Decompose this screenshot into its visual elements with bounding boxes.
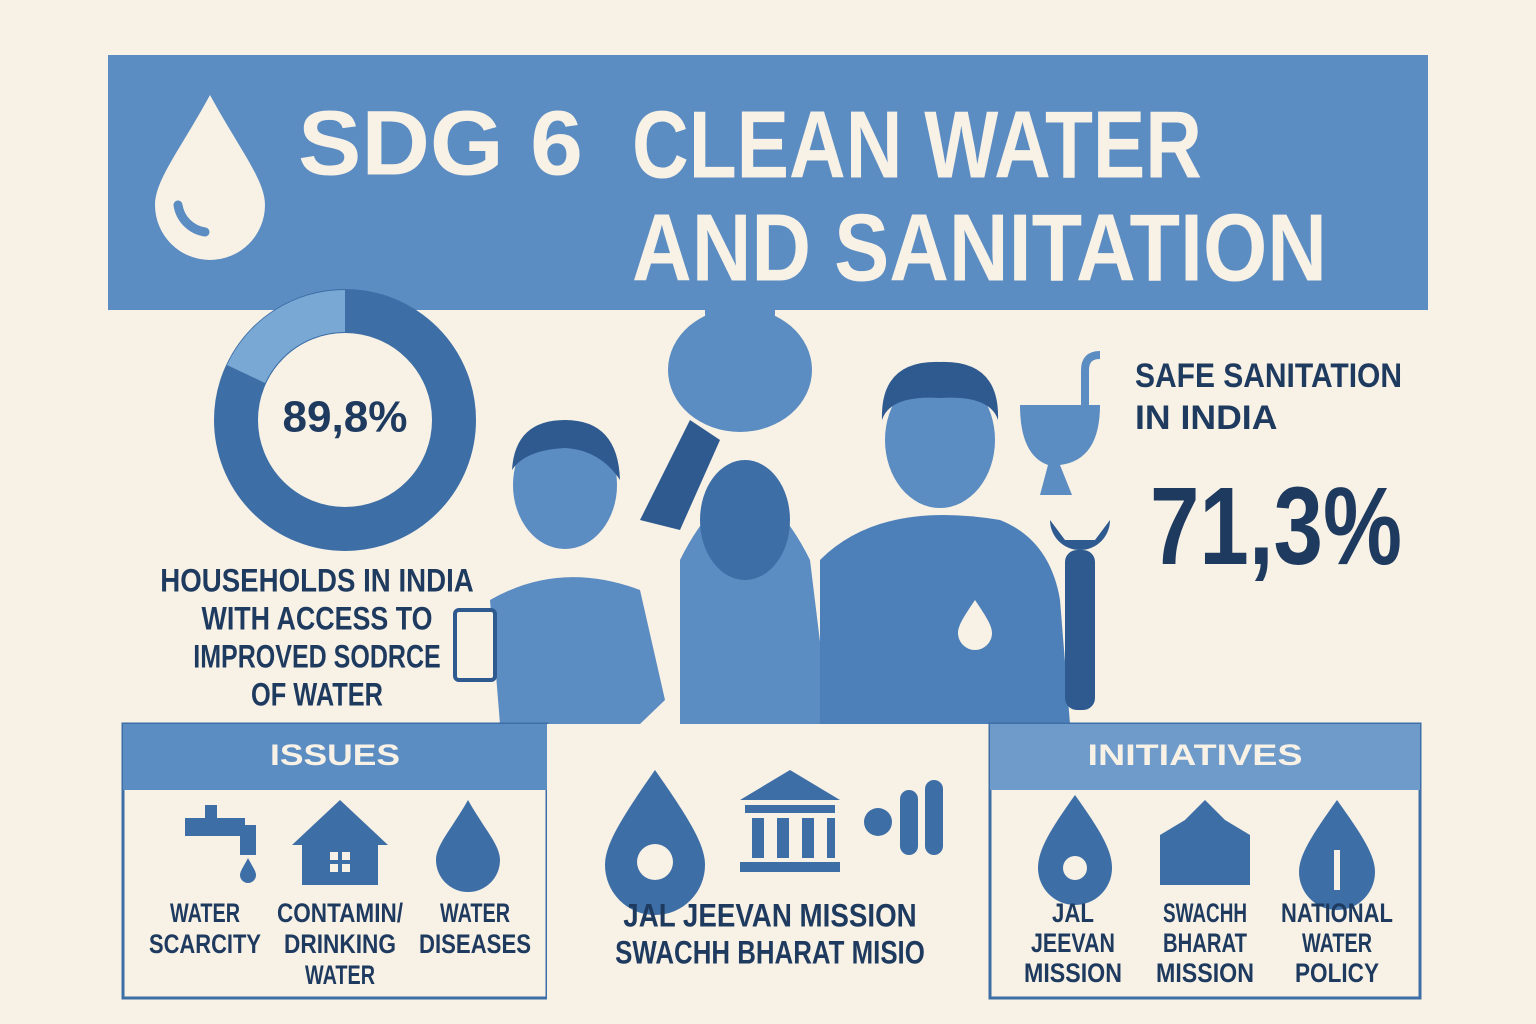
- issue-label: CONTAMIN/: [277, 898, 403, 928]
- issues-header: [123, 724, 547, 790]
- initiatives-header: [990, 724, 1420, 790]
- initiative-label: MISSION: [1024, 958, 1122, 988]
- header-banner: [108, 55, 1428, 310]
- panel-title: ISSUES: [270, 739, 400, 772]
- issue-label: DISEASES: [419, 929, 531, 959]
- drop-shine: [173, 200, 210, 237]
- sanitation-label: IN INDIA: [1135, 399, 1277, 437]
- people-illustration: [453, 300, 1110, 724]
- issue-label: SCARCITY: [149, 929, 261, 959]
- initiative-label: POLICY: [1295, 958, 1379, 988]
- sanitation-value: 71,3%: [1150, 465, 1402, 588]
- initiative-label: BHARAT: [1163, 928, 1247, 958]
- icon-details: [330, 844, 1340, 890]
- issue-label: WATER: [305, 960, 375, 990]
- initiative-label: WATER: [1302, 928, 1372, 958]
- access-caption: HOUSEHOLDS IN INDIA: [160, 562, 474, 598]
- issue-label: WATER: [440, 898, 510, 928]
- title-line: AND SANITATION: [632, 194, 1327, 301]
- access-value: 89,8%: [283, 393, 408, 442]
- issue-label: DRINKING: [284, 929, 396, 959]
- access-caption: OF WATER: [251, 676, 383, 712]
- initiative-label: MISSION: [1156, 958, 1254, 988]
- title-line: CLEAN WATER: [632, 91, 1202, 198]
- program-line: SWACHH BHARAT MISIO: [615, 934, 925, 970]
- initiative-label: JAL: [1052, 898, 1094, 928]
- sanitation-label: SAFE SANITATION: [1135, 357, 1402, 395]
- panel-title: INITIATIVES: [1088, 739, 1303, 772]
- donut-hole: [259, 334, 431, 506]
- initiative-label: SWACHH: [1163, 898, 1247, 928]
- access-caption: WITH ACCESS TO: [202, 600, 433, 636]
- initiative-label: NATIONAL: [1281, 898, 1393, 928]
- donut-segment: [227, 289, 345, 383]
- goal-label: SDG 6: [298, 92, 583, 194]
- access-caption: IMPROVED SODRCE: [193, 638, 441, 674]
- initiative-label: JEEVAN: [1031, 928, 1115, 958]
- issue-label: WATER: [170, 898, 240, 928]
- program-line: JAL JEEVAN MISSION: [623, 897, 916, 933]
